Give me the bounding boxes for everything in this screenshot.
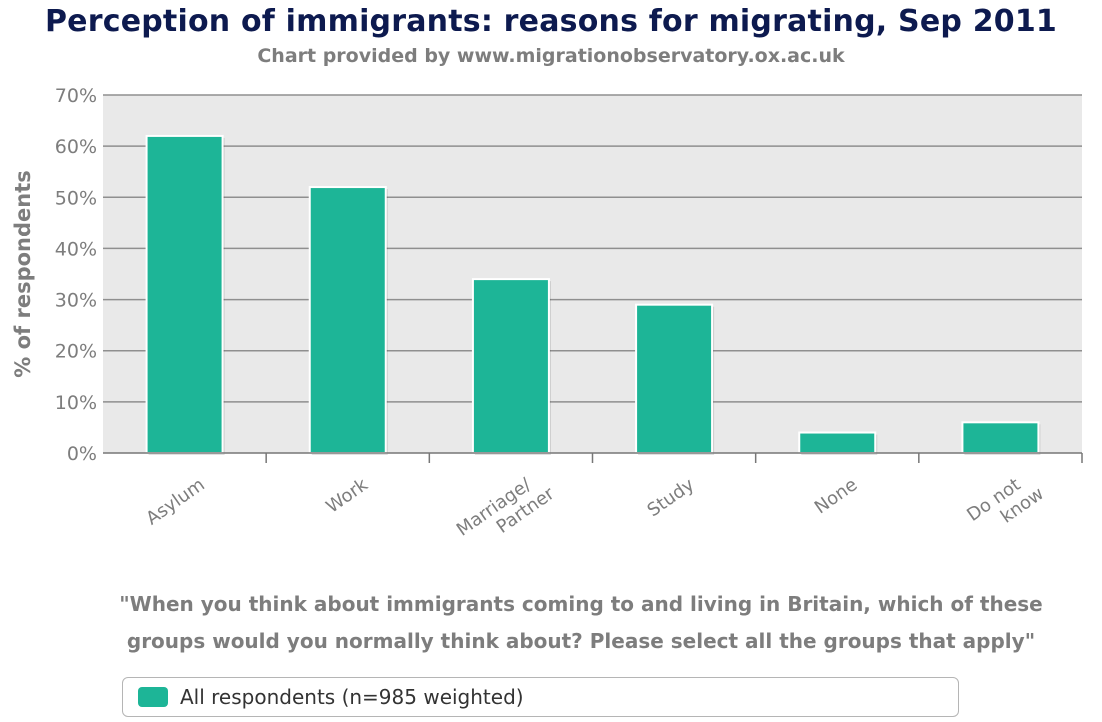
x-tick-label: Do notknow (963, 466, 1048, 543)
y-tick-label: 30% (55, 290, 97, 312)
caption-line-2: groups would you normally think about? P… (126, 629, 1036, 653)
y-tick-label: 70% (55, 85, 97, 107)
bar (145, 134, 224, 455)
bar (635, 303, 714, 454)
bar (961, 421, 1040, 455)
chart-subtitle: Chart provided by www.migrationobservato… (257, 45, 845, 67)
legend-swatch (138, 687, 168, 707)
y-tick-label: 0% (67, 443, 97, 465)
x-tick-label: None (811, 474, 862, 518)
x-tick-label: Marriage/Partner (453, 466, 559, 558)
y-tick-label: 60% (55, 136, 97, 158)
plot-background (103, 95, 1082, 453)
bar (308, 186, 387, 455)
y-tick-label: 10% (55, 392, 97, 414)
survey-question-caption: "When you think about immigrants coming … (60, 586, 1102, 660)
bar (798, 431, 877, 454)
y-axis-title: % of respondents (11, 170, 35, 378)
y-tick-label: 50% (55, 187, 97, 209)
chart-title: Perception of immigrants: reasons for mi… (44, 4, 1057, 39)
y-tick-label: 20% (55, 341, 97, 363)
x-tick-label: Study (644, 474, 699, 521)
legend-label[interactable]: All respondents (n=985 weighted) (180, 685, 524, 709)
x-tick-label: Work (322, 474, 372, 518)
caption-line-1: "When you think about immigrants coming … (119, 592, 1043, 616)
y-tick-label: 40% (55, 238, 97, 260)
bar (471, 278, 550, 454)
x-tick-label: Asylum (142, 474, 208, 529)
chart-legend: All respondents (n=985 weighted) (122, 677, 959, 717)
